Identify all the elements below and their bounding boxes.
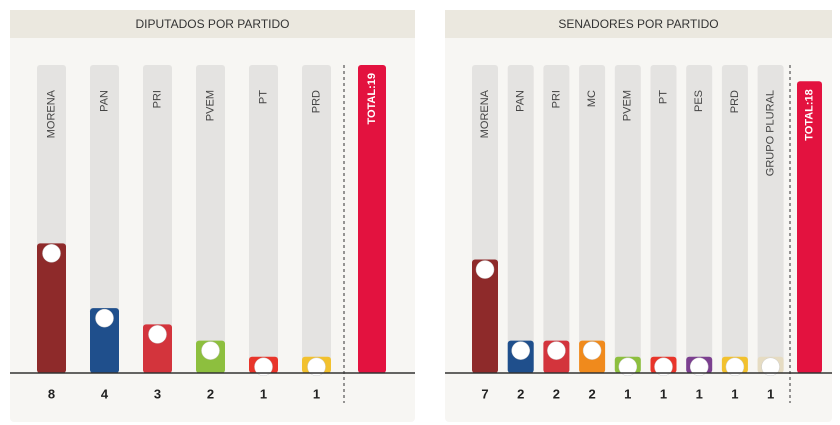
value-label: 7: [481, 386, 488, 401]
bar-track: [614, 65, 641, 373]
category-label: PRI: [550, 90, 562, 108]
category-label: MORENA: [479, 89, 491, 138]
value-label: 1: [660, 386, 667, 401]
panel-header: [10, 10, 415, 38]
bar: [37, 243, 66, 373]
category-label: PES: [693, 90, 705, 112]
party-logo: [761, 357, 780, 377]
bar-track: [196, 65, 225, 373]
category-label: PRD: [729, 90, 741, 113]
total-label: TOTAL:18: [803, 89, 815, 141]
bar-track: [90, 65, 119, 373]
party-logo: [42, 244, 61, 263]
category-label: PT: [657, 90, 669, 104]
party-logo: [547, 341, 566, 360]
value-label: 2: [553, 386, 560, 401]
party-logo: [582, 341, 602, 360]
bar-track: [579, 65, 606, 373]
party-logo: [95, 308, 114, 328]
party-logo: [148, 325, 167, 344]
bar-track: [143, 65, 172, 373]
party-logo: [689, 357, 709, 377]
bar-track: [302, 65, 331, 373]
value-label: 1: [767, 386, 774, 401]
panel-title: SENADORES POR PARTIDO: [558, 17, 718, 31]
value-label: 1: [313, 386, 320, 401]
value-label: 1: [260, 386, 267, 401]
value-label: 1: [696, 386, 703, 401]
bar-track: [249, 65, 278, 373]
category-label: PVEM: [204, 90, 216, 121]
category-label: PAN: [515, 90, 527, 112]
value-label: 4: [101, 386, 109, 401]
category-label: GRUPO PLURAL: [765, 90, 777, 176]
category-label: MORENA: [45, 89, 57, 138]
value-label: 1: [624, 386, 631, 401]
panel-header: [445, 10, 832, 38]
total-bar: [797, 81, 822, 374]
party-logo: [618, 357, 638, 377]
category-label: PT: [257, 90, 269, 104]
bar-track: [543, 65, 570, 373]
bar: [90, 308, 119, 373]
value-label: 8: [48, 386, 55, 401]
bar-track: [507, 65, 534, 373]
value-label: 2: [588, 386, 595, 401]
category-label: PRD: [310, 90, 322, 113]
bar-track: [686, 65, 713, 373]
bar: [472, 259, 498, 373]
party-logo: [654, 357, 673, 377]
category-label: PAN: [98, 90, 110, 112]
party-logo: [725, 357, 745, 377]
value-label: 2: [517, 386, 524, 401]
bar-track: [650, 65, 677, 373]
total-label: TOTAL:19: [366, 73, 378, 125]
bar-track: [757, 65, 784, 373]
category-label: PVEM: [622, 90, 634, 121]
category-label: MC: [586, 90, 598, 107]
value-label: 2: [207, 386, 214, 401]
party-logo: [254, 357, 273, 377]
bar-track: [721, 65, 748, 373]
category-label: PRI: [151, 90, 163, 108]
party-logo: [511, 341, 530, 360]
party-logo: [475, 260, 495, 279]
value-label: 1: [731, 386, 738, 401]
party-logo: [201, 341, 220, 360]
total-bar: [358, 65, 386, 373]
value-label: 3: [154, 386, 161, 401]
party-logo: [307, 357, 326, 377]
panel-title: DIPUTADOS POR PARTIDO: [135, 17, 289, 31]
